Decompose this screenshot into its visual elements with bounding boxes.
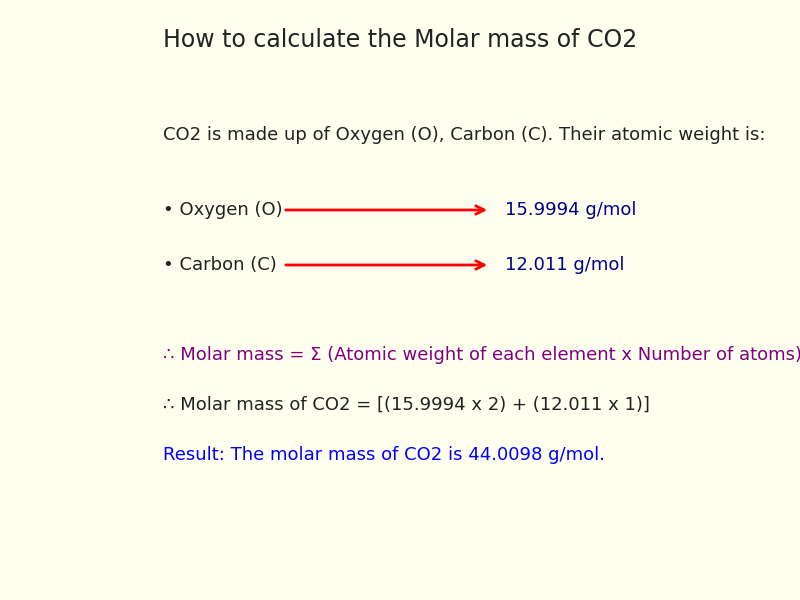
Text: • Oxygen (O): • Oxygen (O) xyxy=(163,201,282,219)
Text: 12.011 g/mol: 12.011 g/mol xyxy=(505,256,625,274)
Text: ∴ Molar mass of CO2 = [(15.9994 x 2) + (12.011 x 1)]: ∴ Molar mass of CO2 = [(15.9994 x 2) + (… xyxy=(163,396,650,414)
Text: • Carbon (C): • Carbon (C) xyxy=(163,256,277,274)
Text: CO2 is made up of Oxygen (O), Carbon (C). Their atomic weight is:: CO2 is made up of Oxygen (O), Carbon (C)… xyxy=(163,126,766,144)
Text: 15.9994 g/mol: 15.9994 g/mol xyxy=(505,201,637,219)
Text: How to calculate the Molar mass of CO2: How to calculate the Molar mass of CO2 xyxy=(163,28,637,52)
Text: Result: The molar mass of CO2 is 44.0098 g/mol.: Result: The molar mass of CO2 is 44.0098… xyxy=(163,446,605,464)
Text: ∴ Molar mass = Σ (Atomic weight of each element x Number of atoms): ∴ Molar mass = Σ (Atomic weight of each … xyxy=(163,346,800,364)
